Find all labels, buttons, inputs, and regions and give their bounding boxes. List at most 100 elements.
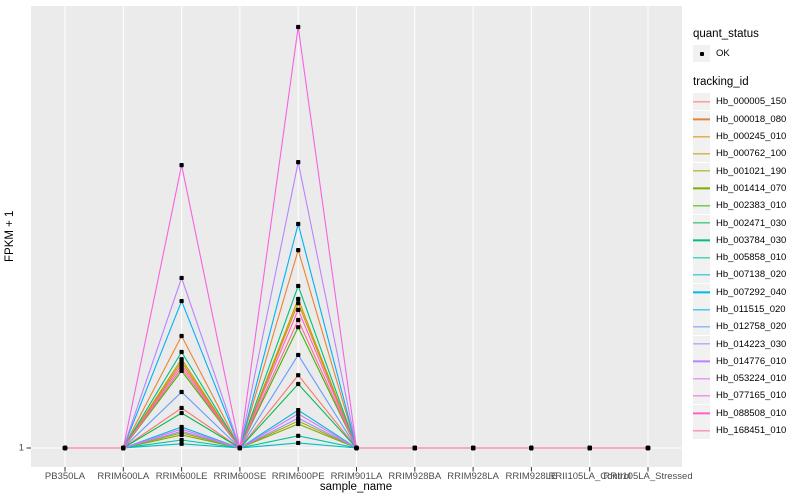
data-point bbox=[529, 445, 534, 451]
data-point bbox=[179, 357, 184, 362]
legend-key bbox=[693, 110, 710, 128]
data-point bbox=[587, 445, 592, 451]
data-point bbox=[296, 416, 301, 421]
legend-item-label: Hb_001414_070 bbox=[716, 182, 787, 194]
legend-tracking-id-items: Hb_000005_150 Hb_000018_080 Hb_000245_010 H… bbox=[693, 93, 799, 440]
data-point bbox=[179, 410, 184, 416]
point-glyph-icon bbox=[699, 51, 704, 56]
legend-item-label: Hb_003784_030 bbox=[716, 234, 787, 246]
legend-item-label: Hb_000005_150 bbox=[716, 96, 787, 108]
legend-item-label: Hb_000245_010 bbox=[716, 131, 787, 143]
legend-item-label: Hb_007292_040 bbox=[716, 286, 787, 298]
data-point bbox=[179, 365, 184, 371]
legend-key bbox=[693, 335, 710, 353]
legend-item-label: Hb_012758_020 bbox=[716, 321, 787, 333]
y-tick-label: 1 bbox=[18, 442, 24, 454]
legend-item: Hb_000005_150 bbox=[693, 93, 799, 111]
legend-item: Hb_000762_100 bbox=[693, 145, 799, 163]
legend-key bbox=[693, 318, 710, 336]
data-point bbox=[179, 405, 184, 411]
data-point bbox=[645, 445, 651, 451]
legend-item-label: Hb_005858_010 bbox=[716, 252, 787, 264]
legend-key bbox=[693, 93, 710, 111]
legend-key-line bbox=[693, 429, 710, 432]
legend-item: Hb_002383_010 bbox=[693, 197, 799, 215]
legend-item: Hb_053224_010 bbox=[693, 370, 799, 388]
data-point bbox=[296, 325, 301, 330]
legend-key bbox=[693, 387, 710, 405]
data-point bbox=[179, 349, 184, 355]
data-point bbox=[179, 162, 184, 168]
legend-key-line bbox=[693, 256, 710, 259]
legend-key bbox=[693, 197, 710, 215]
legend-key bbox=[693, 128, 710, 146]
legend-key-line bbox=[693, 170, 710, 172]
data-point bbox=[296, 421, 301, 427]
legend-item: Hb_002471_030 bbox=[693, 214, 799, 232]
data-point bbox=[179, 333, 184, 339]
data-point bbox=[354, 445, 359, 451]
legend-item: Hb_001021_190 bbox=[693, 162, 799, 180]
legend-key-line bbox=[693, 378, 710, 380]
data-point bbox=[296, 301, 301, 306]
legend-key bbox=[693, 45, 710, 63]
legend-key-line bbox=[693, 205, 710, 207]
data-point bbox=[296, 248, 301, 253]
legend-key-line bbox=[693, 135, 710, 138]
data-point bbox=[179, 389, 184, 395]
legend-key bbox=[693, 162, 710, 180]
legend-title-tracking-id: tracking_id bbox=[693, 76, 749, 89]
data-point bbox=[296, 352, 301, 358]
legend-key-line bbox=[693, 326, 710, 328]
data-point bbox=[296, 381, 301, 387]
data-point bbox=[296, 24, 301, 30]
data-point bbox=[179, 432, 184, 438]
legend-item: Hb_000018_080 bbox=[693, 110, 799, 128]
legend: quant_status OK tracking_id Hb_000005_15… bbox=[693, 28, 799, 440]
legend-key bbox=[693, 231, 710, 249]
legend-item: Hb_012758_020 bbox=[693, 318, 799, 336]
legend-item-label: Hb_000018_080 bbox=[716, 113, 787, 125]
legend-title-quant-status: quant_status bbox=[693, 28, 759, 40]
legend-key bbox=[693, 214, 710, 232]
data-point bbox=[296, 408, 301, 413]
data-point bbox=[296, 307, 301, 313]
legend-key bbox=[693, 266, 710, 284]
legend-key-line bbox=[693, 118, 710, 120]
data-point bbox=[179, 298, 184, 304]
legend-key-line bbox=[693, 412, 710, 414]
legend-item-label: OK bbox=[716, 48, 730, 60]
legend-item-label: Hb_000762_100 bbox=[716, 148, 787, 160]
legend-key-line bbox=[693, 239, 710, 241]
legend-item-label: Hb_088508_010 bbox=[716, 407, 787, 419]
data-point bbox=[237, 445, 242, 451]
data-point bbox=[296, 221, 301, 227]
legend-key bbox=[693, 179, 710, 197]
legend-item: Hb_005858_010 bbox=[693, 249, 799, 267]
legend-item: Hb_014223_030 bbox=[693, 335, 799, 353]
data-point bbox=[179, 441, 184, 446]
legend-item: Hb_077165_010 bbox=[693, 387, 799, 405]
legend-item: Hb_014776_010 bbox=[693, 352, 799, 370]
data-point bbox=[296, 411, 301, 416]
legend-key-line bbox=[693, 101, 710, 103]
legend-key-line bbox=[693, 308, 710, 311]
data-point bbox=[179, 437, 184, 443]
legend-key-line bbox=[693, 291, 710, 293]
legend-key bbox=[693, 370, 710, 388]
legend-key-line bbox=[693, 222, 710, 224]
legend-item-label: Hb_002471_030 bbox=[716, 217, 787, 229]
data-point bbox=[296, 440, 301, 446]
legend-item: Hb_001414_070 bbox=[693, 179, 799, 197]
x-axis-title: sample_name bbox=[319, 481, 393, 493]
legend-key bbox=[693, 283, 710, 301]
data-point bbox=[296, 160, 301, 165]
legend-item-label: Hb_014223_030 bbox=[716, 338, 787, 350]
data-point bbox=[296, 317, 301, 323]
legend-item: Hb_088508_010 bbox=[693, 404, 799, 422]
y-axis-title: FPKM + 1 bbox=[4, 210, 16, 263]
legend-key-line bbox=[693, 395, 710, 397]
data-point bbox=[121, 445, 126, 451]
